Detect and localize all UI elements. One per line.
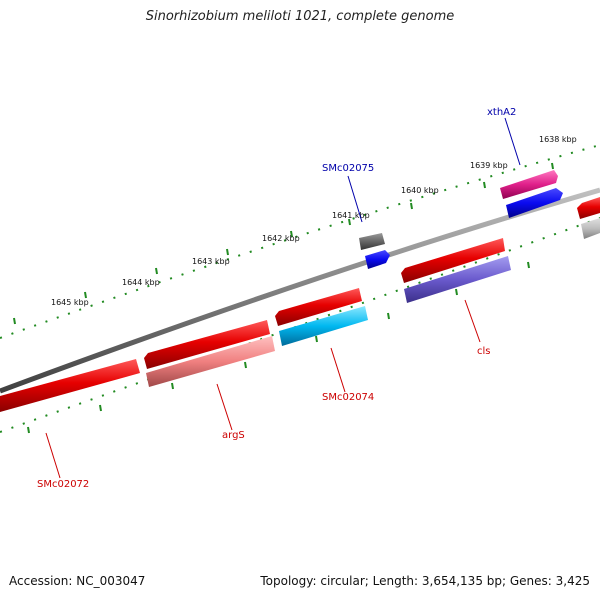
genome-title: Sinorhizobium meliloti 1021, complete ge… bbox=[145, 9, 455, 24]
tick-labels: 1638 kbp 1639 kbp 1640 kbp 1641 kbp 1642… bbox=[51, 135, 577, 307]
gene-label-cls: cls bbox=[477, 346, 491, 357]
gene-arrow[interactable] bbox=[581, 218, 600, 239]
gene-label-SMc02075: SMc02075 bbox=[322, 163, 374, 174]
tick-label: 1645 kbp bbox=[51, 298, 89, 307]
genome-summary-text: Topology: circular; Length: 3,654,135 bp… bbox=[260, 574, 590, 588]
label-leaders bbox=[45, 117, 521, 479]
gene-arrow[interactable] bbox=[506, 188, 563, 218]
gene-xthA2[interactable] bbox=[500, 170, 563, 218]
gene-arrow[interactable] bbox=[359, 233, 385, 250]
gene-cls[interactable] bbox=[401, 238, 511, 303]
gene-right-edge[interactable] bbox=[577, 197, 600, 239]
gene-label-SMc02074: SMc02074 bbox=[322, 392, 374, 403]
tick-label: 1641 kbp bbox=[332, 211, 370, 220]
inner-tick-ring bbox=[0, 217, 600, 433]
gene-arrow[interactable] bbox=[0, 359, 140, 412]
genome-backbone bbox=[0, 187, 600, 394]
tick-label: 1640 kbp bbox=[401, 186, 439, 195]
gene-arrow[interactable] bbox=[146, 336, 275, 387]
gene-arrow[interactable] bbox=[275, 288, 362, 326]
tick-label: 1644 kbp bbox=[122, 278, 160, 287]
tick-label: 1643 kbp bbox=[192, 257, 230, 266]
gene-arrow[interactable] bbox=[401, 238, 505, 283]
gene-label-SMc02072: SMc02072 bbox=[37, 479, 89, 490]
gene-arrow[interactable] bbox=[500, 170, 558, 199]
gene-arrow[interactable] bbox=[279, 306, 368, 346]
gene-argS[interactable] bbox=[144, 320, 275, 387]
outer-tick-ring bbox=[0, 144, 600, 339]
gene-arrow[interactable] bbox=[365, 250, 390, 269]
accession-text: Accession: NC_003047 bbox=[9, 574, 146, 588]
gene-arrow[interactable] bbox=[144, 320, 270, 369]
tick-label: 1642 kbp bbox=[262, 234, 300, 243]
gene-labels: xthA2 SMc02075 cls SMc02074 argS SMc0207… bbox=[37, 107, 516, 490]
gene-SMc02075[interactable] bbox=[359, 233, 390, 269]
gene-label-argS: argS bbox=[222, 430, 245, 441]
inner-major-ticks bbox=[27, 261, 530, 434]
gene-arrow[interactable] bbox=[404, 256, 511, 303]
gene-SMc02074[interactable] bbox=[275, 288, 368, 346]
gene-SMc02072[interactable] bbox=[0, 359, 140, 412]
outer-major-ticks bbox=[13, 162, 554, 325]
tick-label: 1639 kbp bbox=[470, 161, 508, 170]
gene-label-xthA2: xthA2 bbox=[487, 107, 516, 118]
tick-label: 1638 kbp bbox=[539, 135, 577, 144]
gene-arrow[interactable] bbox=[577, 197, 600, 219]
